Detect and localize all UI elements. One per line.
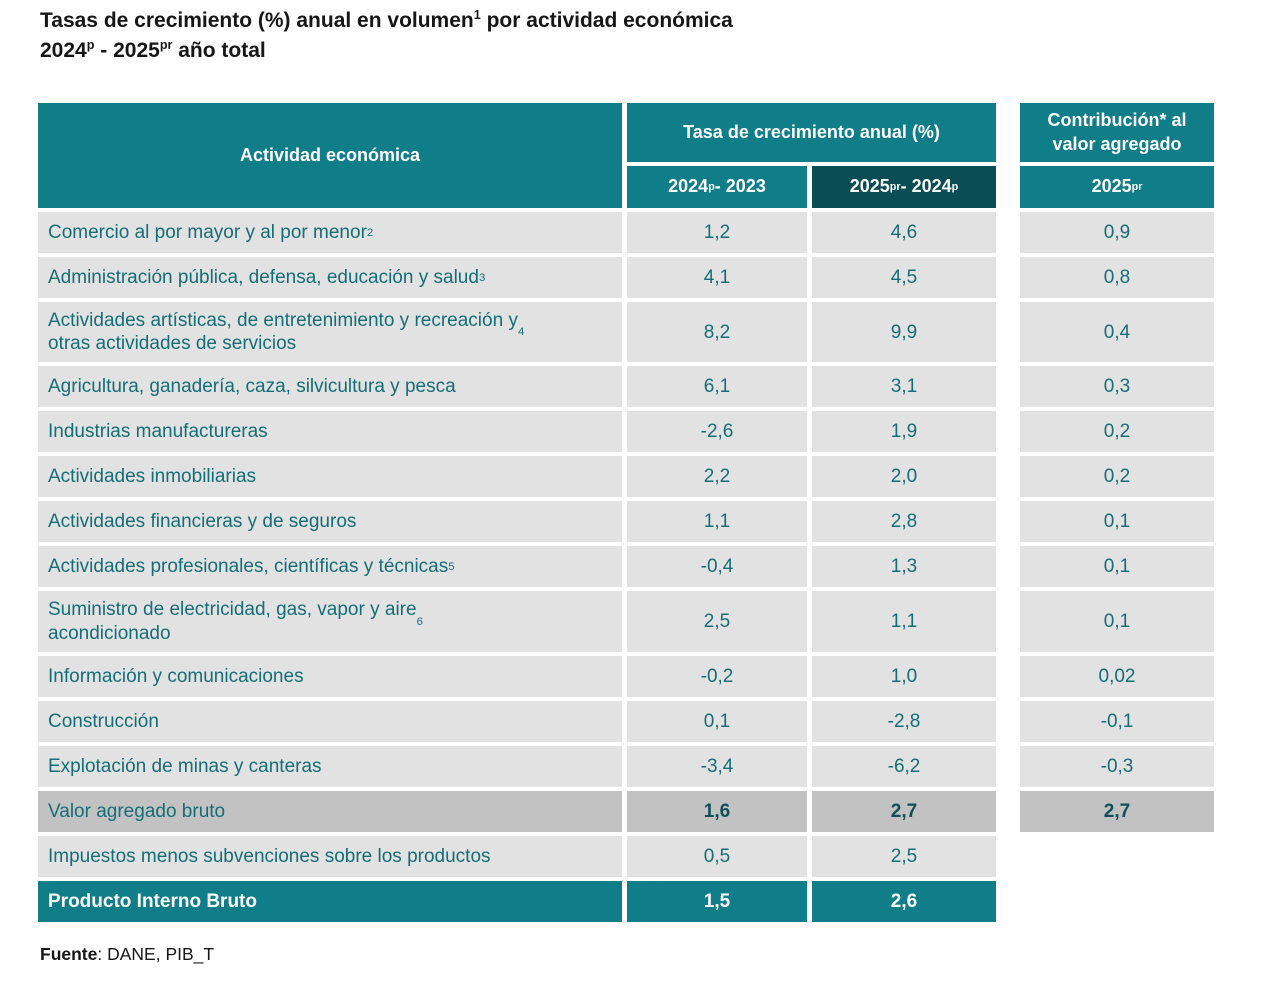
activity-cell: Comercio al por mayor y al por menor 2 <box>38 212 622 253</box>
growth-2024-cell: 1,5 <box>627 880 807 922</box>
column-header-growth-group: Tasa de crecimiento anual (%) <box>627 103 996 162</box>
growth-2024-cell: 0,5 <box>627 835 807 877</box>
growth-2025-cell: 2,0 <box>812 456 996 498</box>
growth-2025-cell: 9,9 <box>812 302 996 363</box>
activity-cell: Actividades profesionales, científicas y… <box>38 546 622 588</box>
activity-table: Actividad económica Tasa de crecimiento … <box>38 103 1214 922</box>
page-title: Tasas de crecimiento (%) anual en volume… <box>40 6 733 67</box>
contribution-cell: -0,3 <box>1020 745 1214 787</box>
source-note: Fuente: DANE, PIB_T <box>40 944 214 965</box>
growth-2024-cell: 6,1 <box>627 366 807 408</box>
contribution-cell: 0,8 <box>1020 257 1214 298</box>
growth-2024-cell: 2,5 <box>627 591 807 652</box>
growth-2025-cell: 2,7 <box>812 790 996 832</box>
activity-cell: Impuestos menos subvenciones sobre los p… <box>38 835 622 877</box>
activity-cell: Explotación de minas y canteras <box>38 745 622 787</box>
contribution-cell: 0,1 <box>1020 546 1214 588</box>
growth-2024-cell: -0,4 <box>627 546 807 588</box>
growth-2025-cell: 2,8 <box>812 501 996 543</box>
growth-2025-cell: 1,0 <box>812 655 996 697</box>
growth-2025-cell: 4,5 <box>812 257 996 298</box>
contribution-cell: 0,2 <box>1020 411 1214 453</box>
column-header-2024-2023: 2024 p - 2023 <box>627 166 807 208</box>
growth-2025-cell: -2,8 <box>812 700 996 742</box>
activity-cell: Valor agregado bruto <box>38 790 622 832</box>
growth-2025-cell: 4,6 <box>812 212 996 253</box>
contribution-cell: 2,7 <box>1020 790 1214 832</box>
source-label: Fuente <box>40 944 98 964</box>
growth-2024-cell: -0,2 <box>627 655 807 697</box>
activity-cell: Información y comunicaciones <box>38 655 622 697</box>
activity-cell: Producto Interno Bruto <box>38 880 622 922</box>
growth-2025-cell: -6,2 <box>812 745 996 787</box>
column-header-contribution-group: Contribución* al valor agregado <box>1020 103 1214 162</box>
growth-2024-cell: -3,4 <box>627 745 807 787</box>
activity-cell: Agricultura, ganadería, caza, silvicultu… <box>38 366 622 408</box>
contribution-cell: 0,9 <box>1020 212 1214 253</box>
growth-2024-cell: -2,6 <box>627 411 807 453</box>
page-title-line2: 2024p - 2025pr año total <box>40 38 266 63</box>
growth-2025-cell: 1,9 <box>812 411 996 453</box>
growth-2024-cell: 1,6 <box>627 790 807 832</box>
contribution-cell: 0,4 <box>1020 302 1214 363</box>
column-header-2025-2024: 2025 pr - 2024 p <box>812 166 996 208</box>
column-header-activity: Actividad económica <box>38 103 622 208</box>
activity-cell: Actividades inmobiliarias <box>38 456 622 498</box>
contribution-cell: 0,1 <box>1020 591 1214 652</box>
growth-2024-cell: 4,1 <box>627 257 807 298</box>
contribution-cell: 0,2 <box>1020 456 1214 498</box>
activity-cell: Actividades financieras y de seguros <box>38 501 622 543</box>
contribution-cell: 0,3 <box>1020 366 1214 408</box>
growth-2024-cell: 8,2 <box>627 302 807 363</box>
contribution-cell: 0,1 <box>1020 501 1214 543</box>
activity-cell: Administración pública, defensa, educaci… <box>38 257 622 298</box>
activity-cell: Construcción <box>38 700 622 742</box>
growth-2025-cell: 1,3 <box>812 546 996 588</box>
activity-cell: Industrias manufactureras <box>38 411 622 453</box>
growth-2025-cell: 1,1 <box>812 591 996 652</box>
growth-2025-cell: 3,1 <box>812 366 996 408</box>
growth-2024-cell: 1,2 <box>627 212 807 253</box>
growth-2024-cell: 0,1 <box>627 700 807 742</box>
growth-2024-cell: 1,1 <box>627 501 807 543</box>
growth-2025-cell: 2,5 <box>812 835 996 877</box>
growth-2024-cell: 2,2 <box>627 456 807 498</box>
source-text: : DANE, PIB_T <box>97 944 215 964</box>
contribution-cell: -0,1 <box>1020 700 1214 742</box>
growth-2025-cell: 2,6 <box>812 880 996 922</box>
activity-cell: Suministro de electricidad, gas, vapor y… <box>38 591 622 652</box>
column-header-contribution-2025: 2025 pr <box>1020 166 1214 208</box>
activity-cell: Actividades artísticas, de entretenimien… <box>38 302 622 363</box>
contribution-cell: 0,02 <box>1020 655 1214 697</box>
page-title-line1: Tasas de crecimiento (%) anual en volume… <box>40 8 733 32</box>
